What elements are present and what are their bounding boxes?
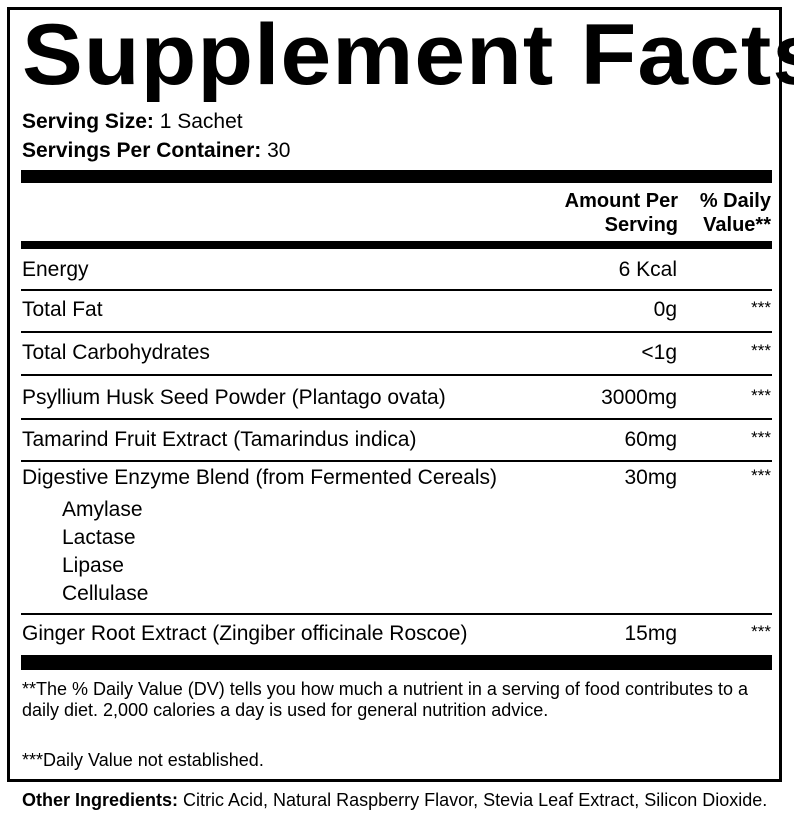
row-divider bbox=[21, 418, 772, 420]
nutrient-amount: 3000mg bbox=[601, 386, 677, 409]
daily-value-footnote: **The % Daily Value (DV) tells you how m… bbox=[22, 679, 749, 720]
amount-header-line2: Serving bbox=[604, 214, 678, 236]
nutrient-row: Digestive Enzyme Blend (from Fermented C… bbox=[22, 466, 771, 492]
nutrient-row: Tamarind Fruit Extract (Tamarindus indic… bbox=[22, 428, 771, 454]
row-divider bbox=[21, 289, 772, 291]
divider-thick bbox=[21, 170, 772, 183]
dv-header-line2: Value** bbox=[703, 214, 771, 236]
nutrient-row: Ginger Root Extract (Zingiber officinale… bbox=[22, 622, 771, 648]
divider-medium bbox=[21, 241, 772, 249]
enzyme-item: Lactase bbox=[62, 526, 136, 549]
serving-size-value: 1 Sachet bbox=[159, 110, 243, 133]
other-ingredients: Other Ingredients: Citric Acid, Natural … bbox=[22, 788, 772, 812]
servings-per-container: Servings Per Container: 30 bbox=[22, 139, 290, 163]
nutrient-row: Total Fat 0g *** bbox=[22, 298, 771, 324]
amount-header-line1: Amount Per bbox=[564, 190, 678, 212]
nutrient-dv: *** bbox=[751, 386, 771, 405]
nutrient-row: Psyllium Husk Seed Powder (Plantago ovat… bbox=[22, 386, 771, 412]
panel-title: Supplement Facts bbox=[22, 7, 794, 103]
row-divider bbox=[21, 460, 772, 462]
nutrient-name: Psyllium Husk Seed Powder (Plantago ovat… bbox=[22, 386, 446, 409]
nutrient-name: Ginger Root Extract (Zingiber officinale… bbox=[22, 622, 468, 645]
other-ingredients-label: Other Ingredients: bbox=[22, 790, 179, 810]
nutrient-dv: *** bbox=[751, 428, 771, 447]
nutrient-amount: 30mg bbox=[624, 466, 677, 489]
nutrient-dv: *** bbox=[751, 622, 771, 641]
serving-size-label: Serving Size: bbox=[22, 110, 154, 133]
nutrient-amount: 60mg bbox=[624, 428, 677, 451]
nutrient-amount: 6 Kcal bbox=[618, 258, 677, 281]
nutrient-name: Energy bbox=[22, 258, 89, 281]
nutrient-name: Tamarind Fruit Extract (Tamarindus indic… bbox=[22, 428, 417, 451]
row-divider bbox=[21, 374, 772, 376]
supplement-facts-panel bbox=[7, 7, 782, 782]
not-established-footnote: ***Daily Value not established. bbox=[22, 750, 264, 770]
enzyme-item: Cellulase bbox=[62, 582, 149, 605]
nutrient-name: Total Fat bbox=[22, 298, 103, 321]
row-divider bbox=[21, 613, 772, 615]
enzyme-item: Amylase bbox=[62, 498, 143, 521]
enzyme-item: Lipase bbox=[62, 554, 124, 577]
nutrient-row: Total Carbohydrates <1g *** bbox=[22, 341, 771, 367]
nutrient-name: Total Carbohydrates bbox=[22, 341, 210, 364]
nutrient-amount: 15mg bbox=[624, 622, 677, 645]
other-ingredients-value: Citric Acid, Natural Raspberry Flavor, S… bbox=[183, 790, 768, 810]
nutrient-dv: *** bbox=[751, 298, 771, 317]
nutrient-dv: *** bbox=[751, 466, 771, 485]
dv-header-line1: % Daily bbox=[699, 190, 771, 212]
nutrient-row: Energy 6 Kcal bbox=[22, 258, 771, 284]
amount-per-serving-header: Amount Per Serving bbox=[565, 189, 678, 237]
nutrient-dv: *** bbox=[751, 341, 771, 360]
nutrient-amount: <1g bbox=[641, 341, 677, 364]
servings-per-container-label: Servings Per Container: bbox=[22, 139, 262, 162]
nutrient-amount: 0g bbox=[653, 298, 677, 321]
serving-size: Serving Size: 1 Sachet bbox=[22, 110, 243, 134]
divider-thick bbox=[21, 655, 772, 670]
row-divider bbox=[21, 331, 772, 333]
servings-per-container-value: 30 bbox=[267, 139, 291, 162]
daily-value-header: % Daily Value** bbox=[700, 189, 771, 237]
nutrient-name: Digestive Enzyme Blend (from Fermented C… bbox=[22, 466, 498, 489]
